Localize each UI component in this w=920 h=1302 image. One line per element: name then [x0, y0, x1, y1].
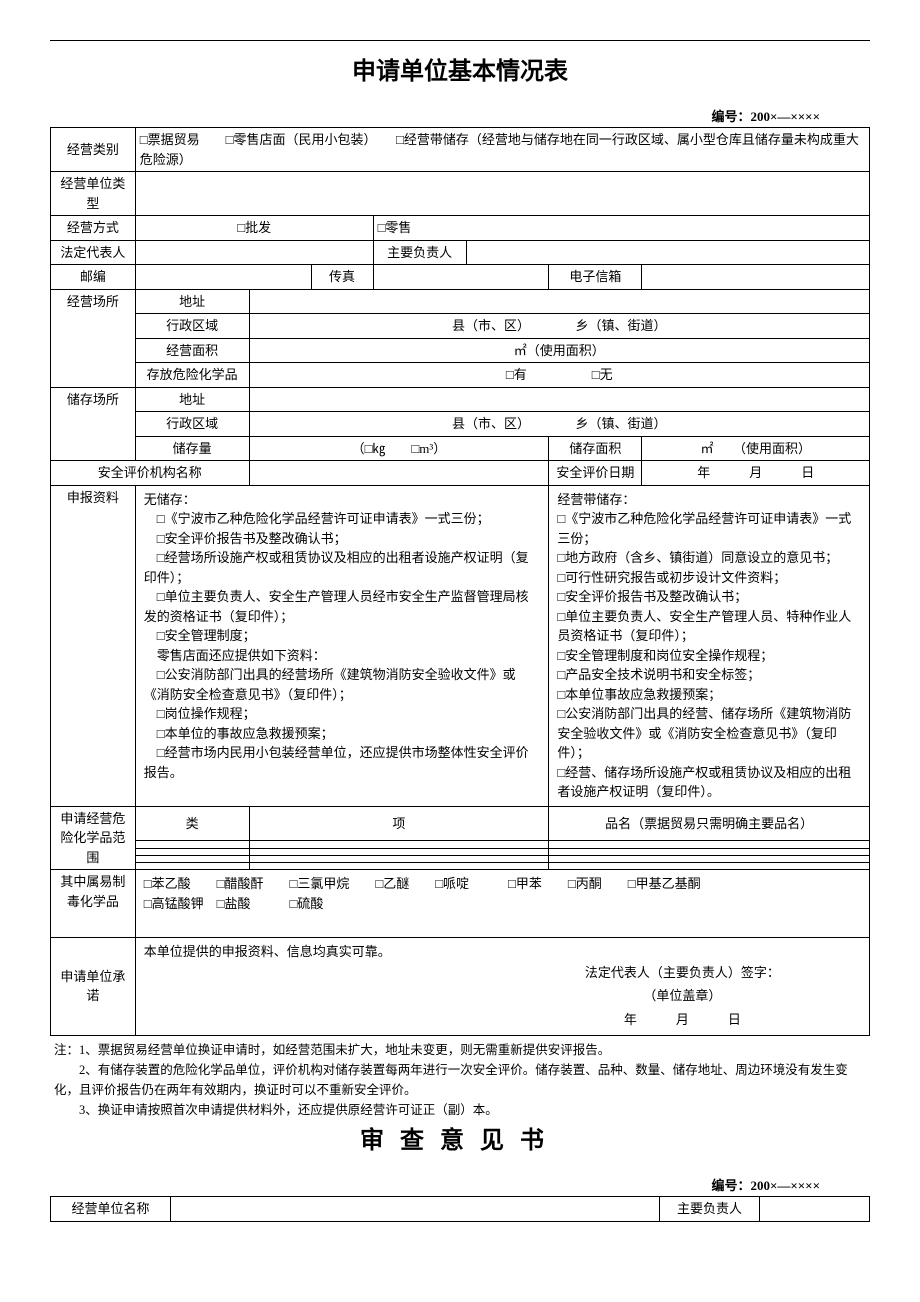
- scope-col-item: 项: [249, 806, 549, 841]
- value-business-category: □票据贸易 □零售店面（民用小包装） □经营带储存（经营地与储存地在同一行政区域…: [135, 128, 869, 172]
- materials-right-title: 经营带储存：: [557, 490, 861, 510]
- value-sp-amount[interactable]: （□㎏ □m³）: [249, 436, 549, 461]
- label-bp-hazstore: 存放危险化学品: [135, 363, 249, 388]
- materials-left-item: □单位主要负责人、安全生产管理人员经市安全生产监督管理局核发的资格证书（复印件）…: [144, 587, 541, 626]
- value-unit-type[interactable]: [135, 172, 869, 216]
- materials-right-item: □可行性研究报告或初步设计文件资料；: [557, 568, 861, 588]
- materials-left-item: 零售店面还应提供如下资料：: [144, 646, 541, 666]
- label-precursor: 其中属易制毒化学品: [51, 870, 136, 938]
- value-sp-region[interactable]: 县（市、区） 乡（镇、街道）: [249, 412, 869, 437]
- value-eval-org[interactable]: [249, 461, 549, 486]
- opt-wholesale[interactable]: □批发: [135, 216, 373, 241]
- scope-row[interactable]: [51, 862, 870, 869]
- value-sp-area[interactable]: ㎡ （使用面积）: [642, 436, 870, 461]
- label-unit-type: 经营单位类型: [51, 172, 136, 216]
- value-unit-name[interactable]: [171, 1197, 660, 1222]
- value-bp-address[interactable]: [249, 289, 869, 314]
- label-business-category: 经营类别: [51, 128, 136, 172]
- materials-right-item: □单位主要负责人、安全生产管理人员、特种作业人员资格证书（复印件）；: [557, 607, 861, 646]
- materials-right-item: □安全管理制度和岗位安全操作规程；: [557, 646, 861, 666]
- application-form-table: 经营类别 □票据贸易 □零售店面（民用小包装） □经营带储存（经营地与储存地在同…: [50, 127, 870, 1036]
- label-business-place: 经营场所: [51, 289, 136, 387]
- value-legal-rep[interactable]: [135, 240, 373, 265]
- materials-right-item: □产品安全技术说明书和安全标签；: [557, 665, 861, 685]
- materials-left-item: □岗位操作规程；: [144, 704, 541, 724]
- page-title-1: 申请单位基本情况表: [50, 51, 870, 86]
- scope-row[interactable]: [51, 855, 870, 862]
- label-sp-area: 储存面积: [549, 436, 642, 461]
- label-sp-address: 地址: [135, 387, 249, 412]
- label-legal-rep: 法定代表人: [51, 240, 136, 265]
- footnote-1: 注：1、票据贸易经营单位换证申请时，如经营范围未扩大，地址未变更，则无需重新提供…: [54, 1040, 866, 1060]
- promise-signature: 法定代表人（主要负责人）签字：: [504, 961, 861, 984]
- materials-left-item: □安全管理制度；: [144, 626, 541, 646]
- materials-left-item: □经营场所设施产权或租赁协议及相应的出租者设施产权证明（复印件）；: [144, 548, 541, 587]
- label-eval-org: 安全评价机构名称: [51, 461, 250, 486]
- scope-col-class: 类: [135, 806, 249, 841]
- scope-row[interactable]: [51, 848, 870, 855]
- label-bp-address: 地址: [135, 289, 249, 314]
- materials-left-item: □安全评价报告书及整改确认书；: [144, 529, 541, 549]
- label-eval-date: 安全评价日期: [549, 461, 642, 486]
- label-promise: 申请单位承诺: [51, 937, 136, 1036]
- value-precursor[interactable]: □苯乙酸 □醋酸酐 □三氯甲烷 □乙醚 □哌啶 □甲苯 □丙酮 □甲基乙基酮 □…: [135, 870, 869, 938]
- materials-right-item: □经营、储存场所设施产权或租赁协议及相应的出租者设施产权证明（复印件）。: [557, 763, 861, 802]
- doc-number-2: 编号：200×—××××: [50, 1175, 870, 1194]
- label-sp-amount: 储存量: [135, 436, 249, 461]
- label-storage-place: 储存场所: [51, 387, 136, 461]
- materials-right-item: □安全评价报告书及整改确认书；: [557, 587, 861, 607]
- footnote-2: 2、有储存装置的危险化学品单位，评价机构对储存装置每两年进行一次安全评价。储存装…: [54, 1060, 866, 1100]
- materials-right-item: □公安消防部门出具的经营、储存场所《建筑物消防安全验收文件》或《消防安全检查意见…: [557, 704, 861, 763]
- label-sp-region: 行政区域: [135, 412, 249, 437]
- footnote-3: 3、换证申请按照首次申请提供材料外，还应提供原经营许可证正（副）本。: [54, 1100, 866, 1120]
- materials-right-item: □地方政府（含乡、镇街道）同意设立的意见书；: [557, 548, 861, 568]
- value-bp-region[interactable]: 县（市、区） 乡（镇、街道）: [249, 314, 869, 339]
- label-review-person: 主要负责人: [660, 1197, 760, 1222]
- materials-right-item: □本单位事故应急救援预案；: [557, 685, 861, 705]
- footnotes: 注：1、票据贸易经营单位换证申请时，如经营范围未扩大，地址未变更，则无需重新提供…: [50, 1040, 870, 1120]
- promise-seal: （单位盖章）: [504, 984, 861, 1007]
- value-person-in-charge[interactable]: [466, 240, 869, 265]
- review-opinion-table: 经营单位名称 主要负责人: [50, 1196, 870, 1222]
- label-unit-name: 经营单位名称: [51, 1197, 171, 1222]
- materials-left-item: □经营市场内民用小包装经营单位，还应提供市场整体性安全评价报告。: [144, 743, 541, 782]
- scope-col-name: 品名（票据贸易只需明确主要品名）: [549, 806, 870, 841]
- label-bp-area: 经营面积: [135, 338, 249, 363]
- label-postcode: 邮编: [51, 265, 136, 290]
- doc-number-1: 编号：200×—××××: [50, 106, 870, 125]
- label-scope: 申请经营危险化学品范围: [51, 806, 136, 870]
- value-bp-area[interactable]: ㎡（使用面积）: [249, 338, 869, 363]
- label-email: 电子信箱: [549, 265, 642, 290]
- materials-left-item: □公安消防部门出具的经营场所《建筑物消防安全验收文件》或《消防安全检查意见书》（…: [144, 665, 541, 704]
- page-title-2: 审查意见书: [50, 1120, 870, 1155]
- value-fax[interactable]: [373, 265, 549, 290]
- materials-right-item: □《宁波市乙种危险化学品经营许可证申请表》一式三份；: [557, 509, 861, 548]
- value-sp-address[interactable]: [249, 387, 869, 412]
- top-rule: [50, 40, 870, 41]
- promise-declaration: 本单位提供的申报资料、信息均真实可靠。: [144, 942, 861, 962]
- label-bp-region: 行政区域: [135, 314, 249, 339]
- scope-row[interactable]: [51, 841, 870, 848]
- value-review-person[interactable]: [760, 1197, 870, 1222]
- promise-date: 年 月 日: [504, 1008, 861, 1031]
- value-email[interactable]: [642, 265, 870, 290]
- value-promise: 本单位提供的申报资料、信息均真实可靠。 法定代表人（主要负责人）签字： （单位盖…: [135, 937, 869, 1036]
- precursor-line2: □高锰酸钾 □盐酸 □硫酸: [144, 894, 861, 914]
- label-fax: 传真: [311, 265, 373, 290]
- value-postcode[interactable]: [135, 265, 311, 290]
- materials-left-item: □《宁波市乙种危险化学品经营许可证申请表》一式三份；: [144, 509, 541, 529]
- value-eval-date[interactable]: 年 月 日: [642, 461, 870, 486]
- materials-with-storage: 经营带储存： □《宁波市乙种危险化学品经营许可证申请表》一式三份； □地方政府（…: [549, 485, 870, 806]
- materials-left-title: 无储存：: [144, 490, 541, 510]
- materials-left-item: □本单位的事故应急救援预案；: [144, 724, 541, 744]
- materials-no-storage: 无储存： □《宁波市乙种危险化学品经营许可证申请表》一式三份； □安全评价报告书…: [135, 485, 549, 806]
- label-person-in-charge: 主要负责人: [373, 240, 466, 265]
- label-business-mode: 经营方式: [51, 216, 136, 241]
- precursor-line1: □苯乙酸 □醋酸酐 □三氯甲烷 □乙醚 □哌啶 □甲苯 □丙酮 □甲基乙基酮: [144, 874, 861, 894]
- value-bp-hazstore[interactable]: □有 □无: [249, 363, 869, 388]
- opt-retail[interactable]: □零售: [373, 216, 869, 241]
- label-materials: 申报资料: [51, 485, 136, 806]
